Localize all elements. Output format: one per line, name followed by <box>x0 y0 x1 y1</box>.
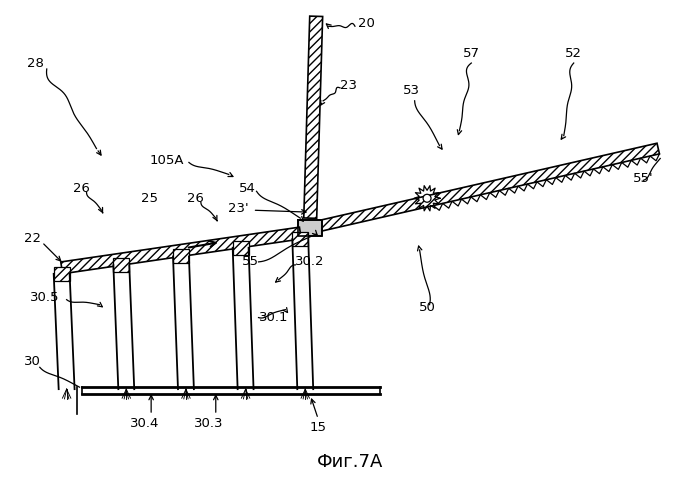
Text: 30.1: 30.1 <box>258 311 288 324</box>
Text: 22: 22 <box>24 231 41 244</box>
Polygon shape <box>232 241 248 255</box>
Text: 20: 20 <box>358 17 374 30</box>
Circle shape <box>423 194 431 202</box>
Text: 23': 23' <box>228 202 248 215</box>
Text: 30.4: 30.4 <box>130 417 159 430</box>
Polygon shape <box>61 227 301 274</box>
Text: 52: 52 <box>565 47 582 60</box>
Polygon shape <box>298 220 322 236</box>
Text: Фиг.7А: Фиг.7А <box>317 453 383 471</box>
Polygon shape <box>113 258 130 272</box>
Text: 28: 28 <box>27 56 43 69</box>
Polygon shape <box>293 232 308 246</box>
Text: 50: 50 <box>419 301 436 314</box>
Text: 54: 54 <box>239 182 256 195</box>
Polygon shape <box>173 249 189 263</box>
Text: 15: 15 <box>309 421 327 434</box>
Text: 30: 30 <box>24 355 41 368</box>
Text: 55': 55' <box>634 172 654 185</box>
Text: 105A: 105A <box>149 154 183 167</box>
Text: 53: 53 <box>403 85 420 97</box>
Polygon shape <box>309 143 659 233</box>
Polygon shape <box>304 16 323 218</box>
Text: 55: 55 <box>241 255 258 268</box>
Text: 26: 26 <box>188 192 204 205</box>
Polygon shape <box>54 267 69 281</box>
Text: 30.2: 30.2 <box>295 255 325 268</box>
Text: 30.3: 30.3 <box>194 417 223 430</box>
Text: 57: 57 <box>463 47 480 60</box>
Text: 26: 26 <box>73 182 90 195</box>
Text: 30.5: 30.5 <box>30 291 60 304</box>
Text: 23: 23 <box>340 79 357 92</box>
Text: 25: 25 <box>141 192 158 205</box>
